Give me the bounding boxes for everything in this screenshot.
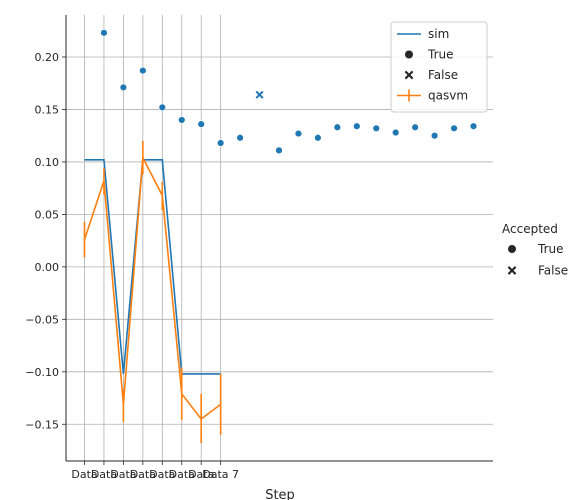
scatter-point-accepted	[275, 146, 283, 155]
legend-frame	[390, 21, 488, 113]
legend-cross-marker	[507, 266, 517, 275]
y-tick-label: −0.15	[25, 418, 59, 431]
axes: −0.15−0.10−0.050.000.050.100.150.20DataD…	[25, 15, 493, 481]
scatter-point-accepted	[314, 134, 322, 142]
legend-label: False	[538, 264, 568, 278]
x-tick-label: Data	[169, 468, 195, 481]
x-tick-label: Data	[91, 468, 117, 481]
y-tick-label: 0.05	[35, 208, 60, 221]
legend-inner: sim True False qasvm	[390, 21, 488, 113]
legend-label: qasvm	[428, 89, 468, 103]
scatter-point-accepted	[216, 139, 225, 147]
scatter-point-accepted	[119, 83, 128, 92]
legend-label: False	[428, 68, 458, 82]
y-tick-label: 0.20	[35, 51, 60, 64]
scatter-point-rejected	[255, 90, 264, 99]
legend-circle-marker	[405, 50, 413, 59]
legend-circle-marker	[508, 245, 516, 253]
legend-outer: Accepted True False	[502, 222, 568, 278]
y-tick-label: −0.10	[25, 366, 59, 379]
scatter-point-accepted	[236, 134, 244, 142]
scatter-point-accepted	[430, 131, 439, 140]
series-qasvm	[83, 140, 222, 444]
y-tick-label: 0.00	[35, 261, 60, 274]
x-axis-label: Step	[265, 488, 295, 500]
scatter-point-accepted	[372, 124, 380, 133]
x-tick-label: Data	[188, 468, 214, 481]
qasvm-line	[83, 154, 222, 421]
y-tick-label: 0.15	[35, 103, 60, 116]
x-tick-label: Data 7	[202, 468, 239, 481]
series-sim	[84, 159, 221, 375]
y-tick-label: 0.10	[35, 156, 60, 169]
scatter-point-accepted	[469, 122, 478, 130]
sim-line	[84, 159, 221, 375]
legend-title: Accepted	[502, 222, 558, 236]
legend-label: True	[537, 242, 564, 256]
scatter-point-accepted	[294, 129, 303, 138]
scatter-point-accepted	[450, 124, 458, 133]
legend-cross-marker	[404, 70, 414, 80]
scatter-point-accepted	[353, 122, 361, 130]
scatter-point-accepted	[411, 123, 419, 131]
scatter-point-accepted	[178, 116, 186, 124]
x-tick-label: Data	[110, 468, 136, 481]
y-tick-label: −0.05	[25, 313, 59, 326]
legend-label: sim	[428, 27, 449, 41]
x-tick-label: Data	[149, 468, 175, 481]
scatter-point-accepted	[392, 128, 400, 137]
scatter-point-accepted	[100, 29, 108, 37]
cross-stroke	[255, 90, 264, 99]
scatter-point-accepted	[333, 123, 342, 131]
scatter-point-accepted	[158, 103, 167, 112]
scatter-point-accepted	[197, 120, 205, 128]
series-accepted	[100, 29, 478, 155]
legend-label: True	[427, 48, 454, 62]
scatter-point-accepted	[139, 66, 147, 75]
x-tick-label: Data	[71, 468, 97, 481]
x-tick-label: Data	[130, 468, 156, 481]
